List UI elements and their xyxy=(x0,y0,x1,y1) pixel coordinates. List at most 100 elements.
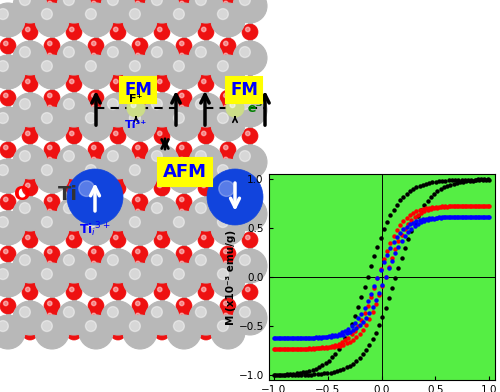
Circle shape xyxy=(58,216,63,221)
Circle shape xyxy=(152,151,162,162)
Circle shape xyxy=(127,99,145,117)
Circle shape xyxy=(198,168,214,184)
Circle shape xyxy=(187,213,203,229)
Circle shape xyxy=(99,317,115,333)
Circle shape xyxy=(130,217,140,227)
Text: AFM: AFM xyxy=(163,163,207,181)
Circle shape xyxy=(79,181,94,196)
Circle shape xyxy=(218,165,228,176)
Circle shape xyxy=(26,119,30,124)
Circle shape xyxy=(22,24,38,40)
Circle shape xyxy=(35,107,69,141)
Circle shape xyxy=(57,93,91,127)
Circle shape xyxy=(58,320,63,325)
Circle shape xyxy=(233,145,267,179)
Circle shape xyxy=(20,307,30,318)
Circle shape xyxy=(14,60,19,65)
Circle shape xyxy=(102,60,107,65)
Circle shape xyxy=(44,154,60,170)
Circle shape xyxy=(66,128,82,144)
Circle shape xyxy=(0,194,16,210)
Circle shape xyxy=(143,317,159,333)
Circle shape xyxy=(110,272,126,288)
Circle shape xyxy=(174,165,184,176)
Circle shape xyxy=(92,301,96,306)
Circle shape xyxy=(48,145,52,150)
Circle shape xyxy=(187,317,203,333)
Y-axis label: M (x10⁻³ emu/g): M (x10⁻³ emu/g) xyxy=(226,230,235,325)
Circle shape xyxy=(154,24,170,40)
Circle shape xyxy=(231,213,247,229)
Circle shape xyxy=(220,246,236,262)
Circle shape xyxy=(187,161,203,177)
Circle shape xyxy=(233,249,267,283)
Circle shape xyxy=(88,154,104,170)
Circle shape xyxy=(224,145,228,150)
Circle shape xyxy=(180,157,184,162)
Circle shape xyxy=(64,203,74,214)
Circle shape xyxy=(146,320,151,325)
Circle shape xyxy=(11,5,27,21)
Circle shape xyxy=(14,320,19,325)
Circle shape xyxy=(26,183,30,188)
Circle shape xyxy=(22,220,38,236)
Circle shape xyxy=(240,99,250,109)
Circle shape xyxy=(146,60,151,65)
Circle shape xyxy=(198,76,214,92)
Circle shape xyxy=(57,41,91,75)
Circle shape xyxy=(42,217,52,227)
Circle shape xyxy=(224,301,228,306)
Circle shape xyxy=(99,57,115,73)
Circle shape xyxy=(101,145,135,179)
Circle shape xyxy=(187,161,203,177)
Circle shape xyxy=(66,168,82,184)
Circle shape xyxy=(180,301,184,306)
Circle shape xyxy=(132,0,148,14)
Circle shape xyxy=(70,27,74,32)
Text: O: O xyxy=(14,185,30,203)
Circle shape xyxy=(0,159,25,193)
Circle shape xyxy=(176,50,192,66)
Circle shape xyxy=(102,8,107,13)
Circle shape xyxy=(123,3,157,37)
Circle shape xyxy=(86,217,96,227)
Circle shape xyxy=(240,151,250,162)
Circle shape xyxy=(13,93,47,127)
Circle shape xyxy=(26,27,30,32)
Circle shape xyxy=(218,9,228,20)
Circle shape xyxy=(154,232,170,248)
Circle shape xyxy=(55,109,71,125)
Circle shape xyxy=(88,258,104,274)
Circle shape xyxy=(102,8,107,13)
Circle shape xyxy=(102,320,107,325)
Circle shape xyxy=(234,164,239,169)
Circle shape xyxy=(55,57,71,73)
Circle shape xyxy=(190,216,195,221)
Circle shape xyxy=(102,320,107,325)
Circle shape xyxy=(146,164,151,169)
Circle shape xyxy=(136,53,140,58)
Circle shape xyxy=(42,113,52,123)
Circle shape xyxy=(234,112,239,117)
Circle shape xyxy=(88,206,104,222)
Circle shape xyxy=(240,0,250,5)
Circle shape xyxy=(180,209,184,214)
Circle shape xyxy=(158,327,162,332)
Circle shape xyxy=(145,93,179,127)
Circle shape xyxy=(0,38,16,54)
Circle shape xyxy=(132,298,148,314)
Circle shape xyxy=(180,105,184,110)
Circle shape xyxy=(187,109,203,125)
Circle shape xyxy=(88,38,104,54)
Circle shape xyxy=(198,24,214,40)
Circle shape xyxy=(145,41,179,75)
Circle shape xyxy=(176,142,192,158)
Circle shape xyxy=(145,301,179,335)
Circle shape xyxy=(190,164,195,169)
Circle shape xyxy=(92,41,96,46)
Circle shape xyxy=(132,90,148,106)
Circle shape xyxy=(167,159,201,193)
Circle shape xyxy=(92,105,96,110)
Circle shape xyxy=(198,116,214,132)
Circle shape xyxy=(211,107,245,141)
